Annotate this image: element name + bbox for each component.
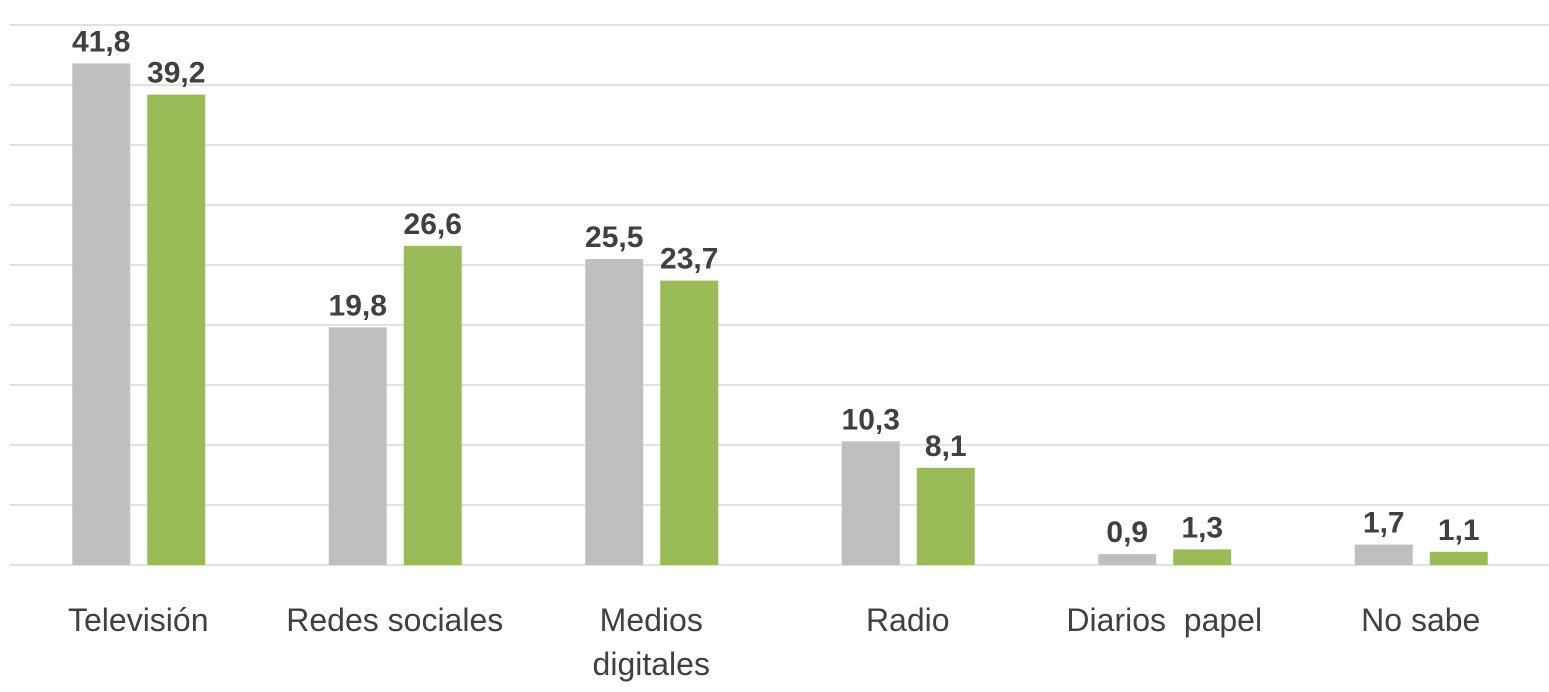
x-tick-label: Radio — [865, 602, 950, 638]
bar — [147, 94, 206, 565]
data-label: 25,5 — [585, 221, 643, 254]
bar — [585, 259, 644, 565]
bar — [403, 245, 462, 566]
bar — [916, 467, 975, 565]
bar — [328, 327, 387, 565]
data-label: 19,8 — [329, 289, 387, 322]
data-label: 1,1 — [1438, 514, 1480, 547]
data-label: 26,6 — [404, 208, 462, 241]
x-tick-label: No sabe — [1361, 602, 1481, 638]
data-label: 1,7 — [1363, 507, 1405, 540]
data-label: 1,3 — [1181, 511, 1223, 544]
bar — [1173, 549, 1232, 565]
data-label: 39,2 — [147, 57, 205, 90]
bar — [1429, 551, 1488, 565]
x-tick-label: Televisión — [67, 602, 209, 638]
bar — [660, 280, 719, 565]
data-label: 8,1 — [925, 430, 967, 463]
data-label: 0,9 — [1106, 516, 1148, 549]
data-label: 41,8 — [72, 25, 130, 58]
bar — [841, 441, 900, 565]
bar — [1354, 544, 1413, 565]
x-tick-label: Redes sociales — [286, 602, 504, 638]
data-label: 23,7 — [660, 243, 718, 276]
data-label: 10,3 — [842, 403, 900, 436]
bar — [1098, 554, 1157, 565]
x-tick-label: Medios digitales — [592, 602, 710, 682]
x-tick-label: Diarios papel — [1066, 602, 1263, 638]
bar — [72, 63, 131, 566]
